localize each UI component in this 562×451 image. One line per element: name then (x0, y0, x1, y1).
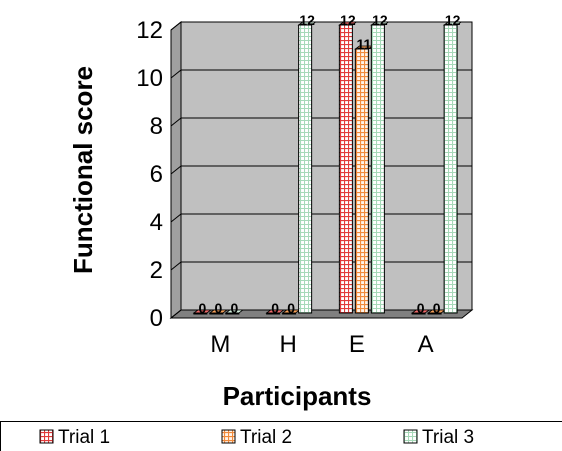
x-tick-label: E (349, 331, 365, 358)
bar (443, 24, 458, 314)
bar (338, 24, 353, 314)
data-label: 0 (433, 300, 441, 316)
y-tick-label: 8 (150, 113, 163, 140)
legend-label: Trial 2 (240, 427, 292, 448)
x-tick-label: H (279, 331, 296, 358)
data-label: 11 (356, 36, 371, 52)
data-label: 0 (230, 300, 238, 316)
data-label: 12 (445, 12, 461, 28)
bar (411, 312, 426, 315)
y-axis-title: Functional score (68, 66, 98, 274)
data-label: 0 (287, 300, 295, 316)
bar (266, 312, 281, 315)
y-tick-label: 6 (150, 161, 163, 188)
legend-swatch (39, 429, 54, 444)
y-tick-label: 2 (150, 257, 163, 284)
data-label: 0 (198, 300, 206, 316)
data-label: 0 (417, 300, 425, 316)
data-label: 12 (340, 12, 356, 28)
legend-swatch (403, 429, 418, 444)
x-axis-title: Participants (223, 381, 372, 411)
bar (225, 312, 240, 315)
legend: Trial 1 Trial 2 Trial 3 (0, 421, 562, 451)
data-label: 12 (299, 12, 315, 28)
legend-swatch (221, 429, 236, 444)
x-tick-label: A (418, 331, 434, 358)
legend-box (0, 421, 562, 451)
data-label: 12 (372, 12, 388, 28)
bar (282, 312, 297, 315)
legend-label: Trial 3 (422, 427, 474, 448)
bar (298, 24, 313, 314)
data-label: 0 (271, 300, 279, 316)
legend-label: Trial 1 (58, 427, 110, 448)
bar (427, 312, 442, 315)
bar (370, 24, 385, 314)
axes: 0 2 4 6 8 10 12 Functional score Participants M H E… (68, 17, 434, 411)
bar (354, 48, 369, 314)
data-label: 0 (214, 300, 222, 316)
bars (192, 21, 463, 315)
x-tick-label: M (210, 331, 230, 358)
plot-walls (169, 20, 474, 320)
bar (209, 312, 224, 315)
bar (193, 312, 208, 315)
y-tick-label: 10 (136, 65, 163, 92)
y-tick-label: 12 (136, 17, 163, 44)
y-tick-label: 0 (150, 305, 163, 332)
y-tick-label: 4 (150, 209, 163, 236)
